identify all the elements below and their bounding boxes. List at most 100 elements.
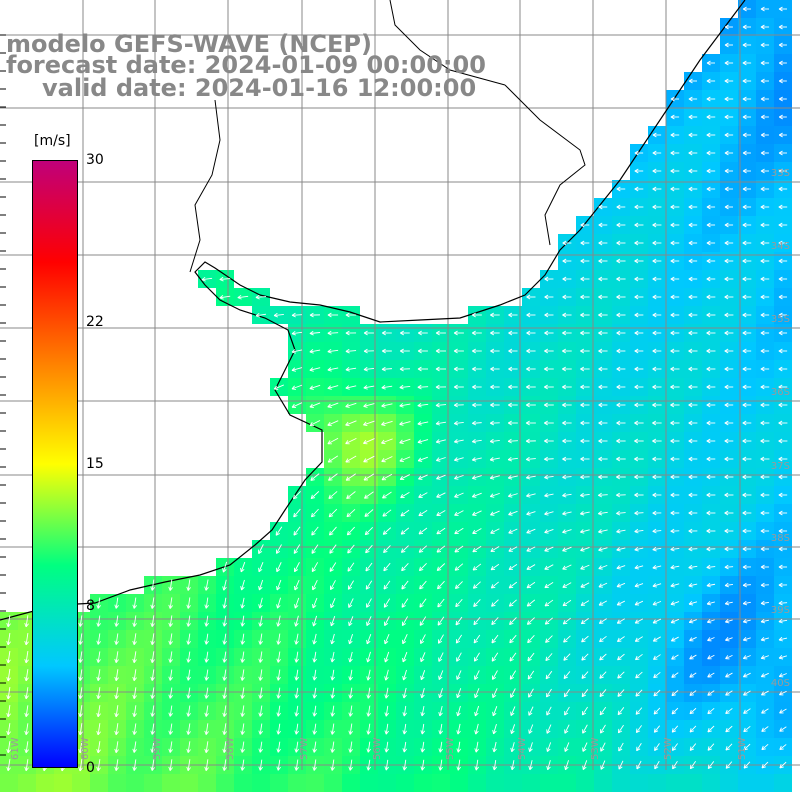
wind-arrow <box>724 114 734 120</box>
wind-speed-cell <box>648 774 666 792</box>
wind-arrow <box>742 438 752 444</box>
wind-arrow <box>724 258 734 264</box>
wind-arrow <box>652 384 662 390</box>
wind-arrow <box>706 438 716 444</box>
wind-arrow <box>562 276 572 282</box>
wind-arrow <box>255 312 267 318</box>
wind-speed-cell <box>486 774 504 792</box>
wind-arrow <box>616 240 626 246</box>
wind-arrow <box>616 294 626 300</box>
wind-arrow <box>490 384 500 390</box>
wind-arrow <box>670 186 680 192</box>
wind-arrow <box>742 420 752 426</box>
wind-arrow <box>634 294 644 300</box>
wind-speed-cell <box>360 774 378 792</box>
wind-arrow <box>399 456 411 463</box>
wind-arrow <box>670 276 680 282</box>
wind-arrow <box>399 438 411 444</box>
wind-arrow <box>472 438 482 444</box>
wind-arrow <box>201 276 213 282</box>
wind-arrow <box>688 438 698 444</box>
latitude-label: 36S <box>771 387 790 398</box>
wind-arrow <box>652 276 662 282</box>
wind-arrow <box>562 258 572 264</box>
wind-arrow <box>742 366 752 372</box>
wind-speed-cell <box>90 774 108 792</box>
wind-arrow <box>670 348 680 354</box>
wind-arrow <box>742 330 752 336</box>
wind-arrow <box>598 402 608 408</box>
wind-arrow <box>381 403 393 408</box>
wind-arrow <box>706 114 716 120</box>
wind-arrow <box>706 348 716 354</box>
wind-arrow <box>616 312 626 318</box>
wind-arrow <box>688 366 698 372</box>
wind-arrow <box>580 222 590 228</box>
wind-arrow <box>616 438 626 444</box>
wind-arrow <box>688 312 698 318</box>
wind-arrow <box>616 186 626 192</box>
wind-arrow <box>670 294 680 300</box>
wind-arrow <box>598 294 608 300</box>
longitude-label: 54W <box>517 737 528 760</box>
wind-arrow <box>381 348 392 354</box>
wind-arrow <box>688 186 698 192</box>
wind-arrow <box>706 150 716 156</box>
longitude-label: 57W <box>299 737 310 760</box>
longitude-label: 55W <box>445 737 456 760</box>
wind-arrow <box>778 222 788 228</box>
wind-arrow <box>616 366 626 372</box>
wind-arrow <box>616 258 626 264</box>
wind-arrow <box>742 78 752 84</box>
wind-arrow <box>580 438 590 444</box>
wind-arrow <box>309 330 321 336</box>
wind-arrow <box>525 402 536 408</box>
wind-arrow <box>724 312 734 318</box>
wind-arrow <box>345 385 357 390</box>
border-line <box>189 99 221 273</box>
wind-arrow <box>598 258 608 264</box>
wind-arrow <box>598 420 608 426</box>
wind-arrow <box>706 78 716 84</box>
wind-arrow <box>778 168 788 174</box>
wind-arrow <box>454 457 464 462</box>
wind-arrow <box>526 294 536 300</box>
wind-arrow <box>670 168 680 174</box>
wind-arrow <box>670 456 680 462</box>
wind-arrow <box>634 186 644 192</box>
wind-arrow <box>760 204 770 210</box>
wind-arrow <box>652 222 662 228</box>
wind-arrow <box>472 420 482 426</box>
wind-arrow <box>417 366 429 372</box>
wind-arrow <box>490 312 500 318</box>
wind-arrow <box>652 258 662 264</box>
wind-speed-cell <box>594 774 612 792</box>
wind-arrow <box>652 312 662 318</box>
wind-arrow <box>273 384 284 390</box>
wind-arrow <box>580 258 590 264</box>
wind-arrow <box>634 258 644 264</box>
longitude-label: 58W <box>225 737 236 760</box>
wind-arrow <box>778 276 788 282</box>
wind-arrow <box>778 366 788 372</box>
wind-speed-cell <box>252 774 270 792</box>
wind-speed-cell <box>630 774 648 792</box>
wind-arrow <box>724 366 734 372</box>
wind-arrow <box>760 402 770 408</box>
wind-arrow <box>453 384 464 390</box>
wind-arrow <box>760 312 770 318</box>
wind-arrow <box>778 330 788 336</box>
wind-arrow <box>724 420 734 426</box>
wind-arrow <box>760 222 770 228</box>
wind-arrow <box>508 330 518 336</box>
wind-arrow <box>363 438 375 445</box>
wind-arrow <box>381 420 393 426</box>
wind-arrow <box>435 384 447 390</box>
wind-speed-cell <box>180 774 198 792</box>
wind-arrow <box>363 366 375 372</box>
longitude-label: 51W <box>737 737 748 760</box>
wind-arrow <box>435 402 447 408</box>
wind-arrow <box>670 222 680 228</box>
wind-arrow <box>363 455 375 463</box>
